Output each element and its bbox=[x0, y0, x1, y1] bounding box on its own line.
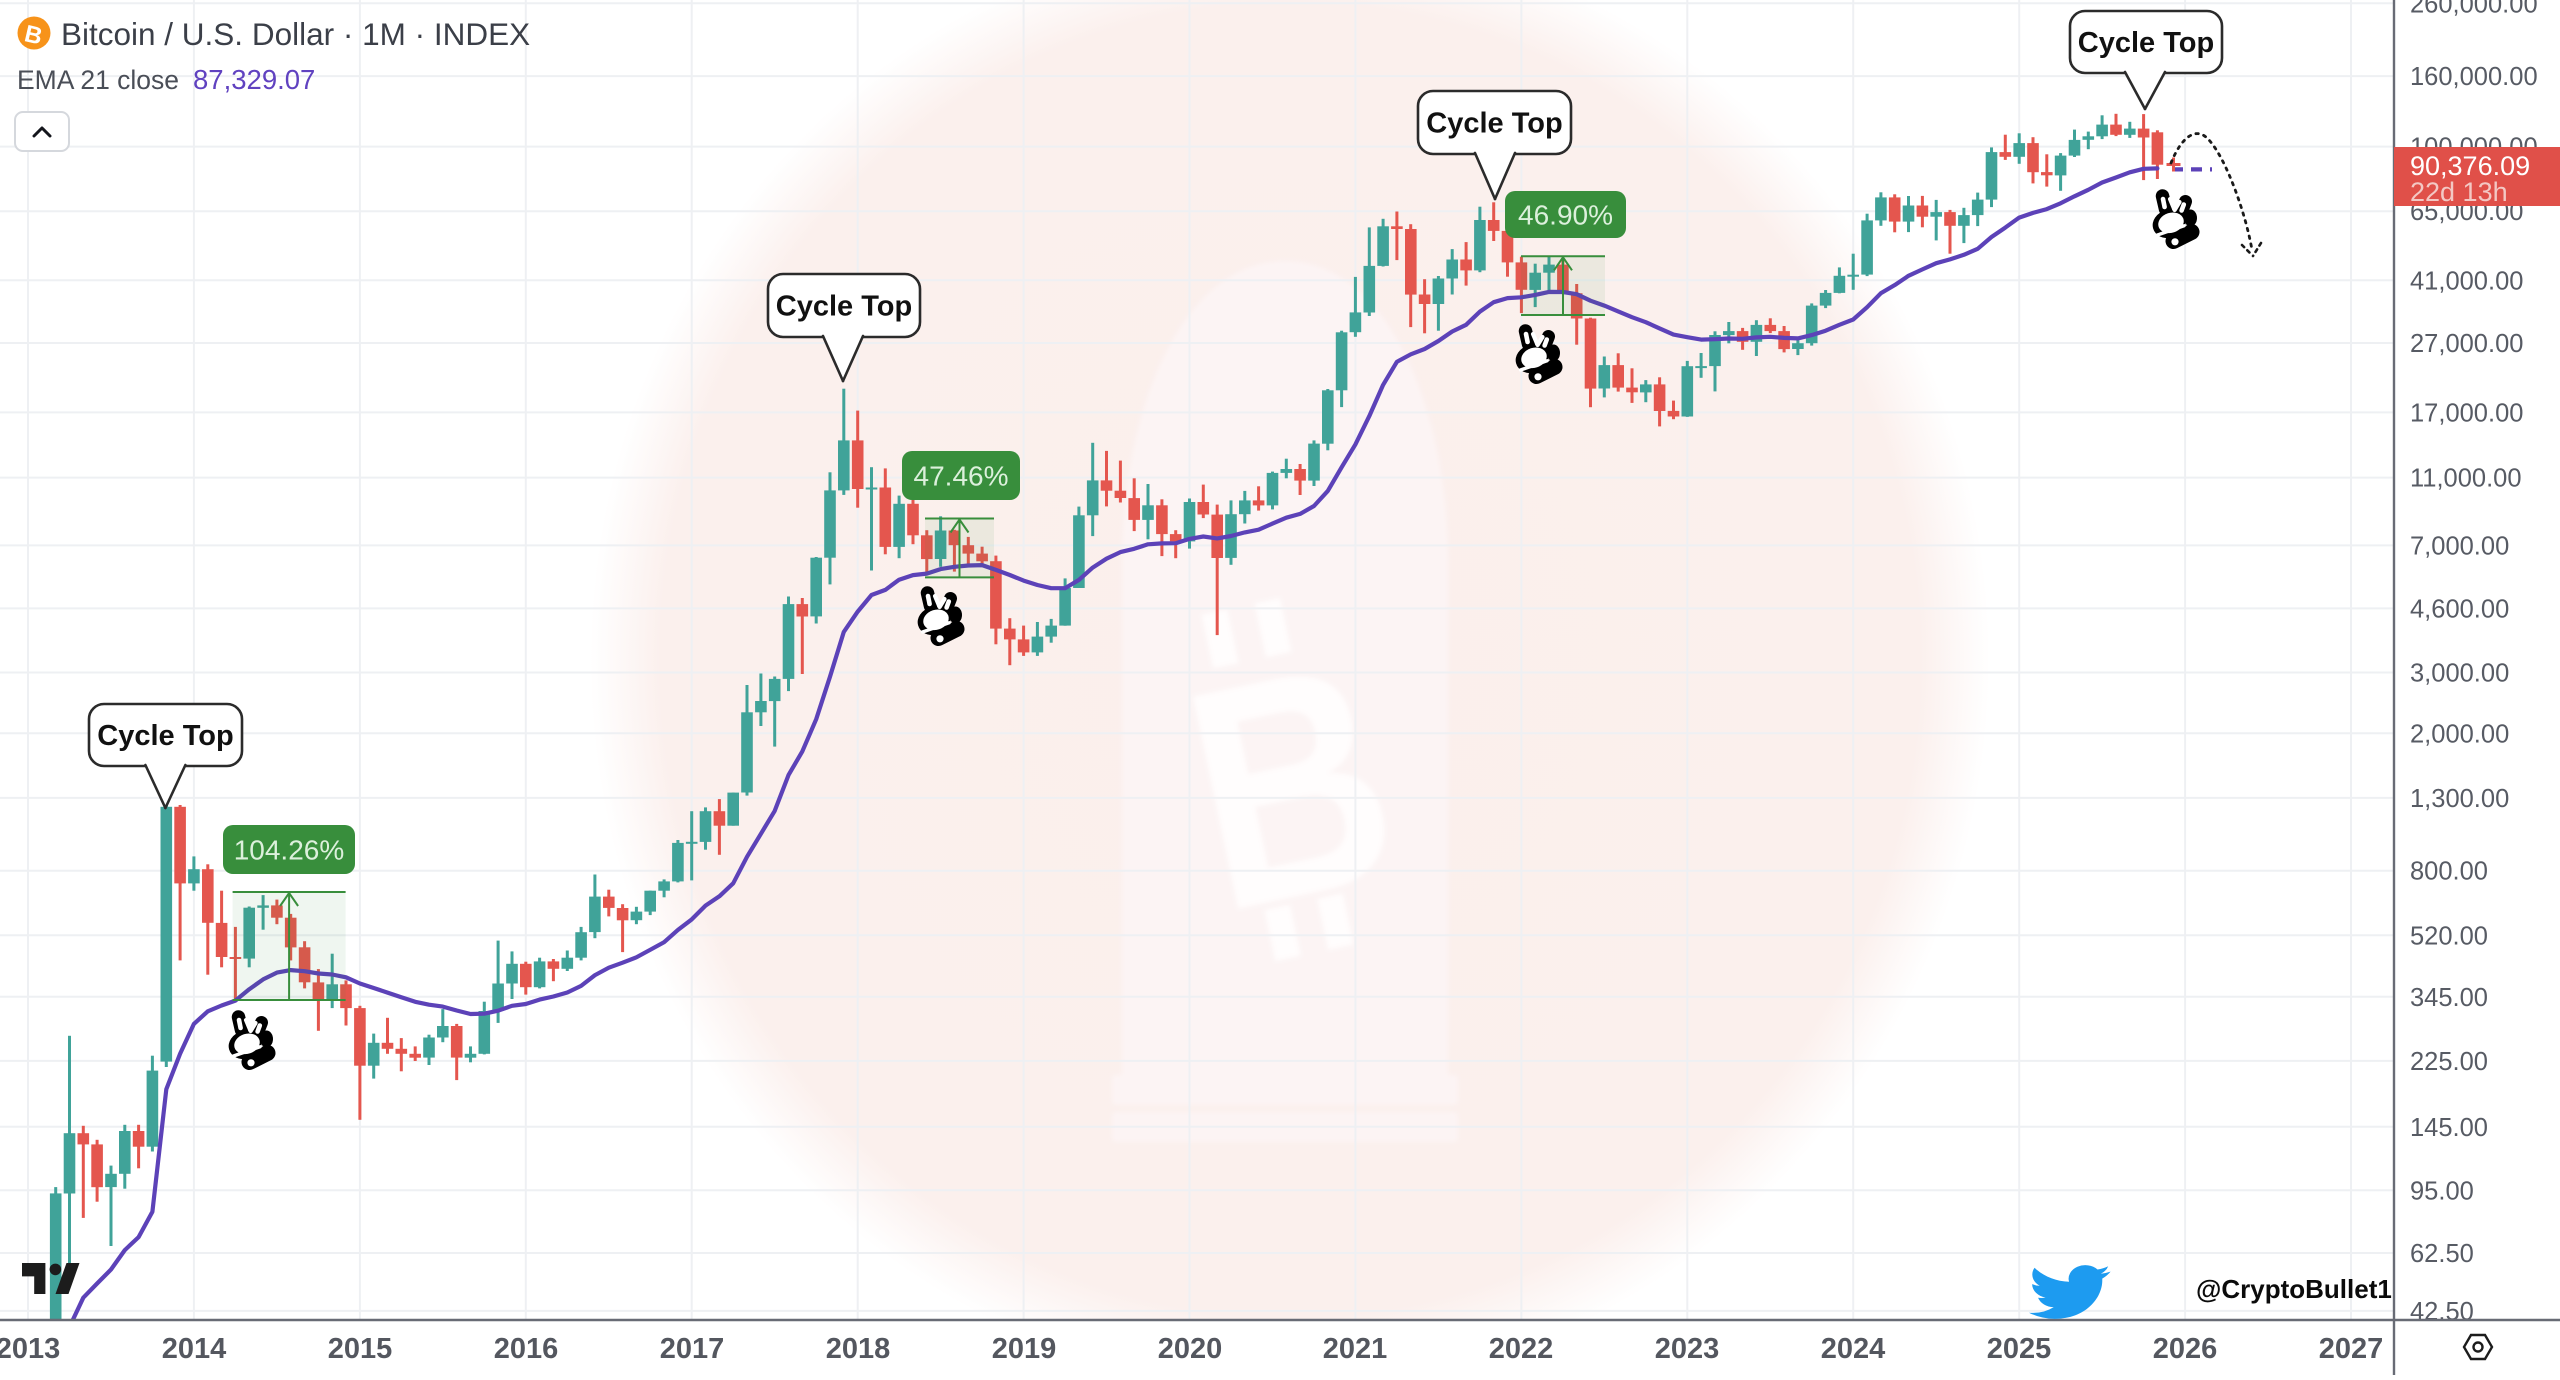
svg-text:4,600.00: 4,600.00 bbox=[2410, 595, 2509, 623]
svg-text:2021: 2021 bbox=[1323, 1333, 1388, 1365]
svg-text:800.00: 800.00 bbox=[2410, 858, 2488, 886]
svg-text:90,376.09: 90,376.09 bbox=[2410, 151, 2530, 181]
svg-text:145.00: 145.00 bbox=[2410, 1114, 2488, 1142]
svg-text:EMA 21 close: EMA 21 close bbox=[17, 65, 179, 95]
svg-text:345.00: 345.00 bbox=[2410, 984, 2488, 1012]
svg-text:2017: 2017 bbox=[660, 1333, 725, 1365]
svg-text:11,000.00: 11,000.00 bbox=[2410, 465, 2522, 493]
svg-text:2,000.00: 2,000.00 bbox=[2410, 720, 2509, 748]
svg-text:46.90%: 46.90% bbox=[1518, 200, 1613, 231]
svg-text:104.26%: 104.26% bbox=[234, 835, 345, 866]
svg-text:B: B bbox=[22, 20, 45, 50]
svg-text:62.50: 62.50 bbox=[2410, 1240, 2474, 1268]
svg-text:87,329.07: 87,329.07 bbox=[193, 64, 315, 95]
svg-text:2016: 2016 bbox=[494, 1333, 559, 1365]
svg-text:2022: 2022 bbox=[1489, 1333, 1554, 1365]
svg-text:2019: 2019 bbox=[992, 1333, 1057, 1365]
svg-text:2023: 2023 bbox=[1655, 1333, 1720, 1365]
svg-text:27,000.00: 27,000.00 bbox=[2410, 330, 2523, 358]
svg-text:225.00: 225.00 bbox=[2410, 1048, 2488, 1076]
svg-text:2014: 2014 bbox=[162, 1333, 227, 1365]
svg-text:41,000.00: 41,000.00 bbox=[2410, 267, 2523, 295]
svg-text:@CryptoBullet1: @CryptoBullet1 bbox=[2196, 1274, 2392, 1304]
svg-text:2026: 2026 bbox=[2153, 1333, 2218, 1365]
svg-text:520.00: 520.00 bbox=[2410, 922, 2488, 950]
svg-text:47.46%: 47.46% bbox=[914, 461, 1009, 492]
svg-text:2025: 2025 bbox=[1987, 1333, 2052, 1365]
svg-text:22d 13h: 22d 13h bbox=[2410, 177, 2508, 207]
svg-text:Cycle Top: Cycle Top bbox=[1426, 108, 1562, 140]
svg-text:Cycle Top: Cycle Top bbox=[97, 720, 233, 752]
svg-text:1,300.00: 1,300.00 bbox=[2410, 785, 2509, 813]
svg-text:2027: 2027 bbox=[2319, 1333, 2384, 1365]
svg-text:Cycle Top: Cycle Top bbox=[776, 291, 912, 323]
svg-text:160,000.00: 160,000.00 bbox=[2410, 63, 2538, 91]
svg-text:2024: 2024 bbox=[1821, 1333, 1886, 1365]
svg-text:7,000.00: 7,000.00 bbox=[2410, 532, 2509, 560]
svg-text:Bitcoin / U.S. Dollar · 1M · I: Bitcoin / U.S. Dollar · 1M · INDEX bbox=[61, 16, 530, 52]
svg-text:17,000.00: 17,000.00 bbox=[2410, 399, 2523, 427]
svg-text:2020: 2020 bbox=[1158, 1333, 1223, 1365]
svg-text:2018: 2018 bbox=[826, 1333, 891, 1365]
svg-text:95.00: 95.00 bbox=[2410, 1177, 2474, 1205]
svg-text:3,000.00: 3,000.00 bbox=[2410, 660, 2509, 688]
svg-text:42.50: 42.50 bbox=[2410, 1298, 2474, 1326]
svg-text:Cycle Top: Cycle Top bbox=[2078, 27, 2214, 59]
svg-text:2013: 2013 bbox=[0, 1333, 60, 1365]
svg-text:260,000.00: 260,000.00 bbox=[2410, 0, 2538, 18]
svg-text:2015: 2015 bbox=[328, 1333, 393, 1365]
